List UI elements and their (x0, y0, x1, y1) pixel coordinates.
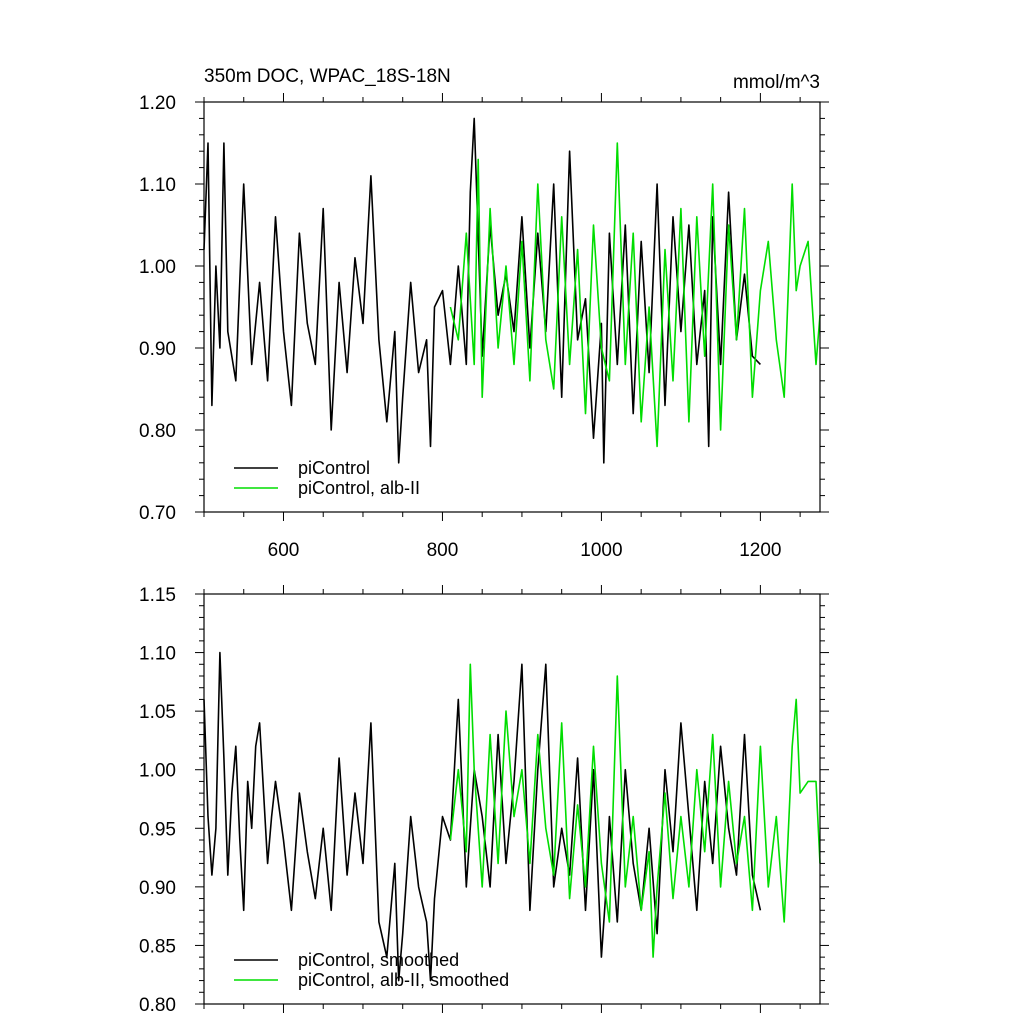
series-line-1 (203, 651, 762, 982)
legend-label: piControl (298, 458, 370, 478)
y-tick-label: 0.90 (139, 339, 176, 360)
series-line-2 (449, 142, 821, 448)
legend-label: piControl, alb-II (298, 478, 420, 498)
x-tick-label: 1200 (739, 540, 781, 561)
plot-frame (203, 101, 821, 513)
x-tick-label: 800 (427, 540, 459, 561)
y-tick-label: 1.10 (139, 644, 176, 665)
series-line-1 (203, 117, 761, 464)
legend-label: piControl, smoothed (298, 950, 459, 970)
y-tick-label: 1.05 (139, 702, 176, 723)
y-tick-label: 0.80 (139, 421, 176, 442)
y-tick-label: 0.80 (139, 995, 176, 1016)
y-tick-label: 0.70 (139, 503, 176, 524)
y-tick-label: 1.00 (139, 761, 176, 782)
y-tick-label: 1.10 (139, 175, 176, 196)
plot-frame (203, 593, 821, 1005)
x-tick-label: 1000 (580, 540, 622, 561)
y-tick-label: 1.20 (139, 93, 176, 114)
y-tick-label: 1.15 (139, 585, 176, 606)
legend-label: piControl, alb-II, smoothed (298, 970, 509, 990)
y-tick-label: 0.85 (139, 936, 176, 957)
y-tick-label: 0.95 (139, 819, 176, 840)
x-tick-label: 600 (268, 540, 300, 561)
y-tick-label: 0.90 (139, 878, 176, 899)
bottom-panel: 0.80 0.85 0.90 0.95 1.00 1.05 1.10 1.15 piContro… (139, 585, 829, 1016)
series-line-2 (449, 663, 821, 958)
units-label: mmol/m^3 (733, 72, 820, 93)
y-tick-label: 1.00 (139, 257, 176, 278)
chart-title: 350m DOC, WPAC_18S-18N (204, 66, 451, 87)
top-panel: 600 800 1000 1200 0.70 0.80 0.90 1.00 1.10 1.20 pi… (139, 93, 829, 561)
